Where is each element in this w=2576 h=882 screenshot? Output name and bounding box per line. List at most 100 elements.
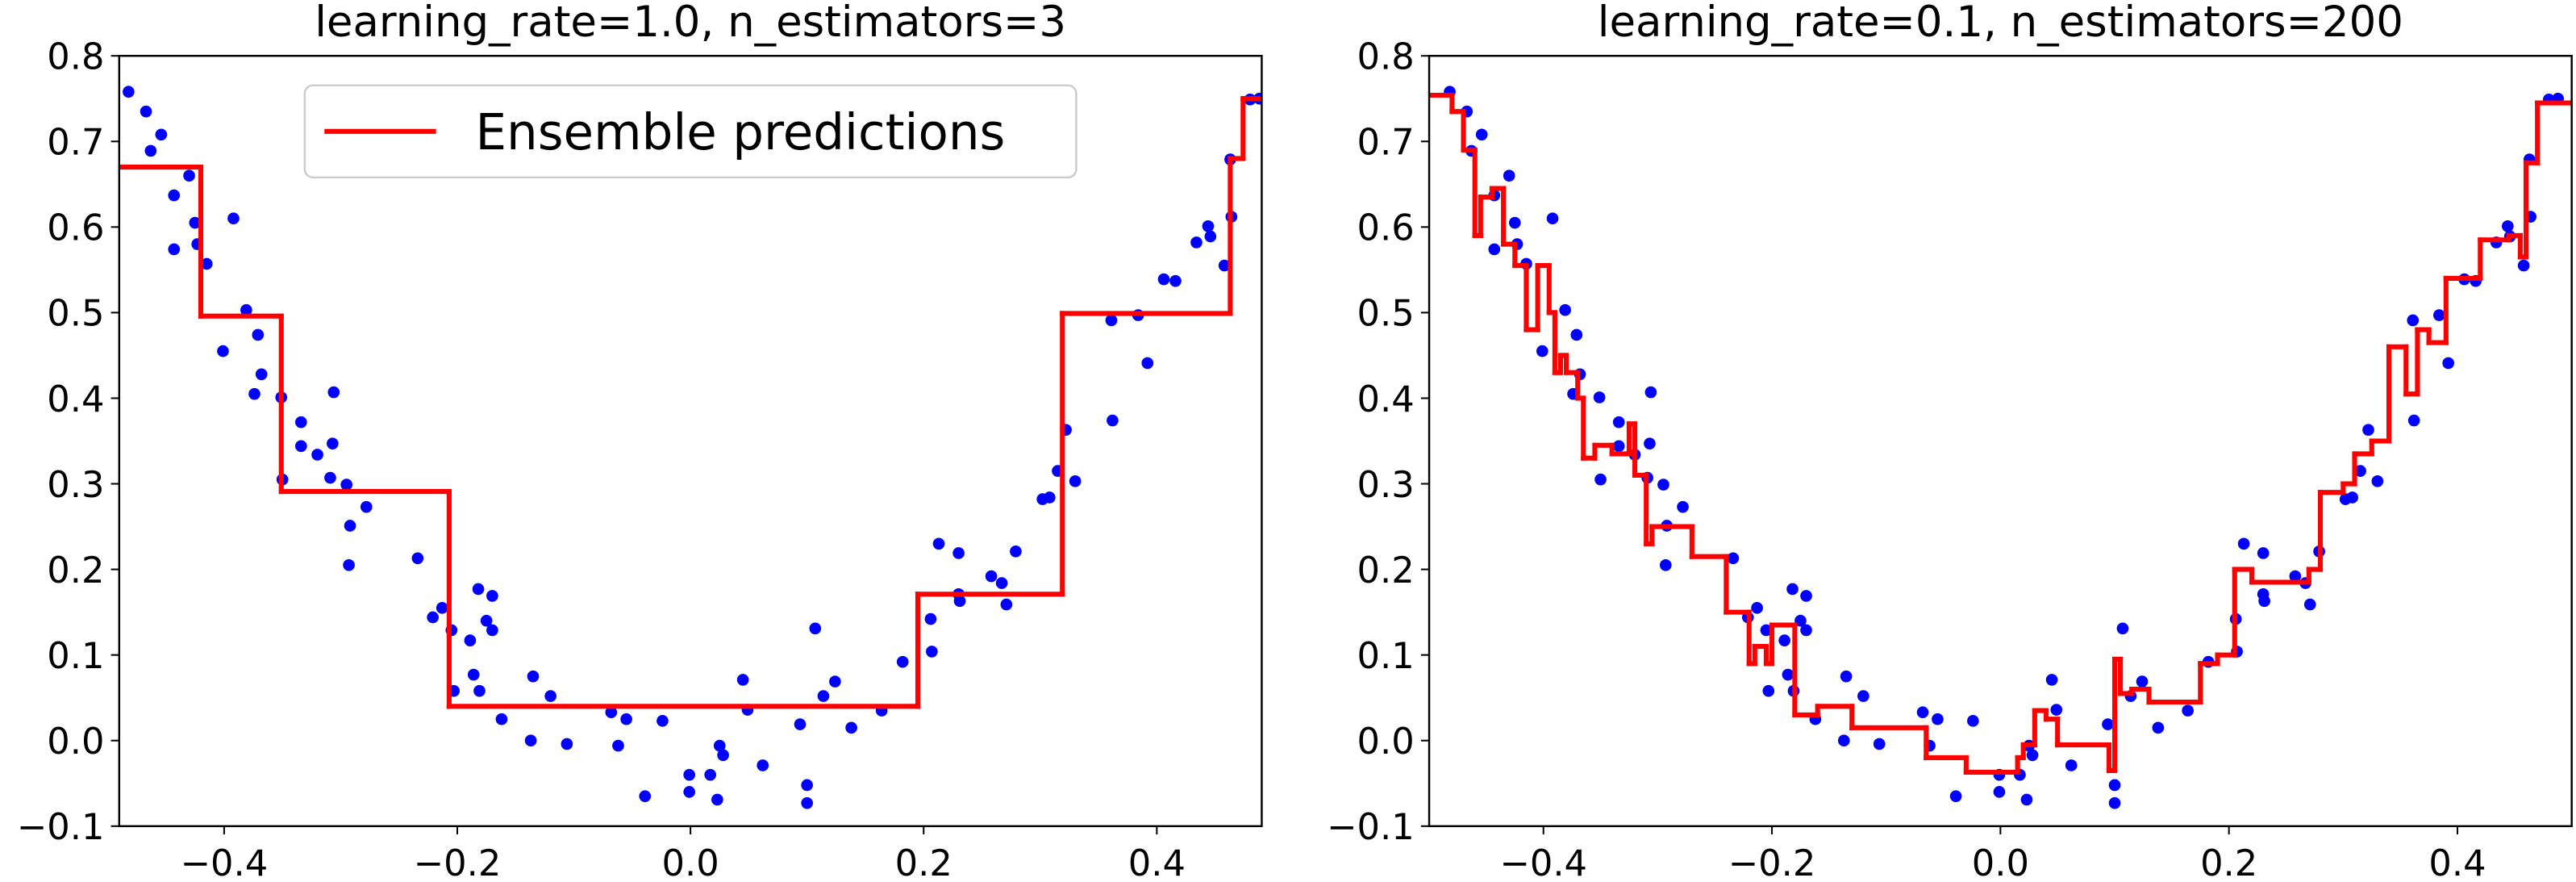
axes-frame [118,54,1263,828]
data-point [2502,219,2514,232]
data-point [1857,690,1869,702]
x-tick-label: 0.0 [1972,842,2029,882]
data-point [427,611,439,624]
data-point [183,169,195,182]
data-point [1778,634,1790,646]
data-point [757,759,769,771]
data-point [1657,479,1669,491]
data-point [2371,475,2384,487]
data-point [561,738,573,750]
data-point [327,386,340,399]
data-point [1141,357,1154,370]
y-tick-label: 0.8 [47,35,104,77]
data-point [472,583,485,596]
x-tick-label: −0.4 [1499,842,1587,882]
data-point [2020,793,2033,806]
data-point [1069,475,1082,487]
data-point [717,749,729,762]
data-point [801,796,814,809]
data-point [255,368,268,381]
data-point [1949,790,1962,803]
data-point [411,552,424,565]
data-point [605,706,618,719]
data-point [2050,704,2063,716]
data-point [1546,212,1559,225]
x-tick-label: 0.4 [1128,842,1186,882]
y-tick-label: 0.2 [1357,549,1415,591]
data-point [932,537,945,550]
data-point [1169,274,1182,287]
x-tick-label: 0.2 [895,842,952,882]
y-tick-label: 0.0 [47,720,104,763]
data-point [845,721,857,734]
y-tick-label: 0.5 [47,292,104,335]
chart-title: learning_rate=0.1, n_estimators=200 [1598,0,2403,47]
data-point [801,779,814,792]
data-point [2026,749,2039,762]
data-point [140,105,152,118]
data-point [2182,704,2195,717]
y-tick-label: 0.5 [1357,292,1415,335]
data-point [1644,386,1657,399]
y-tick-label: 0.6 [47,207,104,249]
data-point [1644,437,1656,450]
chart-title: learning_rate=1.0, n_estimators=3 [315,0,1066,47]
data-point [1202,219,1215,232]
data-point [1800,624,1812,637]
data-point [2116,622,2129,635]
x-tick-label: −0.2 [1728,842,1816,882]
x-tick-label: 0.2 [2200,842,2257,882]
data-point [2257,547,2270,559]
data-point [620,713,632,725]
data-point [809,622,822,635]
data-point [1105,314,1118,327]
data-point [953,595,966,608]
data-point [2517,259,2530,272]
y-tick-label: 0.3 [1357,463,1415,506]
data-point [467,668,480,681]
data-point [2065,759,2078,771]
data-point [527,670,540,683]
data-point [1873,738,1886,750]
data-point [1508,216,1521,229]
data-point [1010,545,1022,558]
data-point [1751,602,1763,614]
data-point [1488,243,1501,256]
data-point [1993,786,2006,798]
data-point [1559,303,1571,316]
data-point [1190,236,1203,249]
data-point [1000,598,1013,611]
data-point [2289,570,2302,583]
data-point [1594,473,1607,486]
y-tick-label: 0.1 [47,634,104,677]
data-point [2433,309,2445,321]
data-point [324,471,336,484]
data-point [713,739,726,752]
data-point [985,570,998,583]
data-point [683,768,696,781]
data-point [612,739,624,752]
data-point [168,189,181,202]
data-point [189,216,202,229]
y-tick-label: −0.1 [17,805,105,848]
y-tick-label: 0.4 [1357,378,1415,420]
data-point [544,690,556,702]
legend-box [303,84,1078,179]
data-point [486,590,498,602]
data-point [1157,273,1170,286]
data-point [1612,440,1625,453]
data-point [2354,465,2366,477]
data-point [486,624,498,637]
data-point [1967,715,1979,727]
data-point [952,547,965,559]
data-point [200,257,213,270]
data-point [1593,391,1606,403]
data-point [736,674,749,686]
data-point [1932,713,1944,725]
data-point [1837,734,1850,747]
data-point [524,734,537,747]
data-point [123,86,135,98]
data-point [311,449,323,461]
plot-area [1429,86,2572,809]
